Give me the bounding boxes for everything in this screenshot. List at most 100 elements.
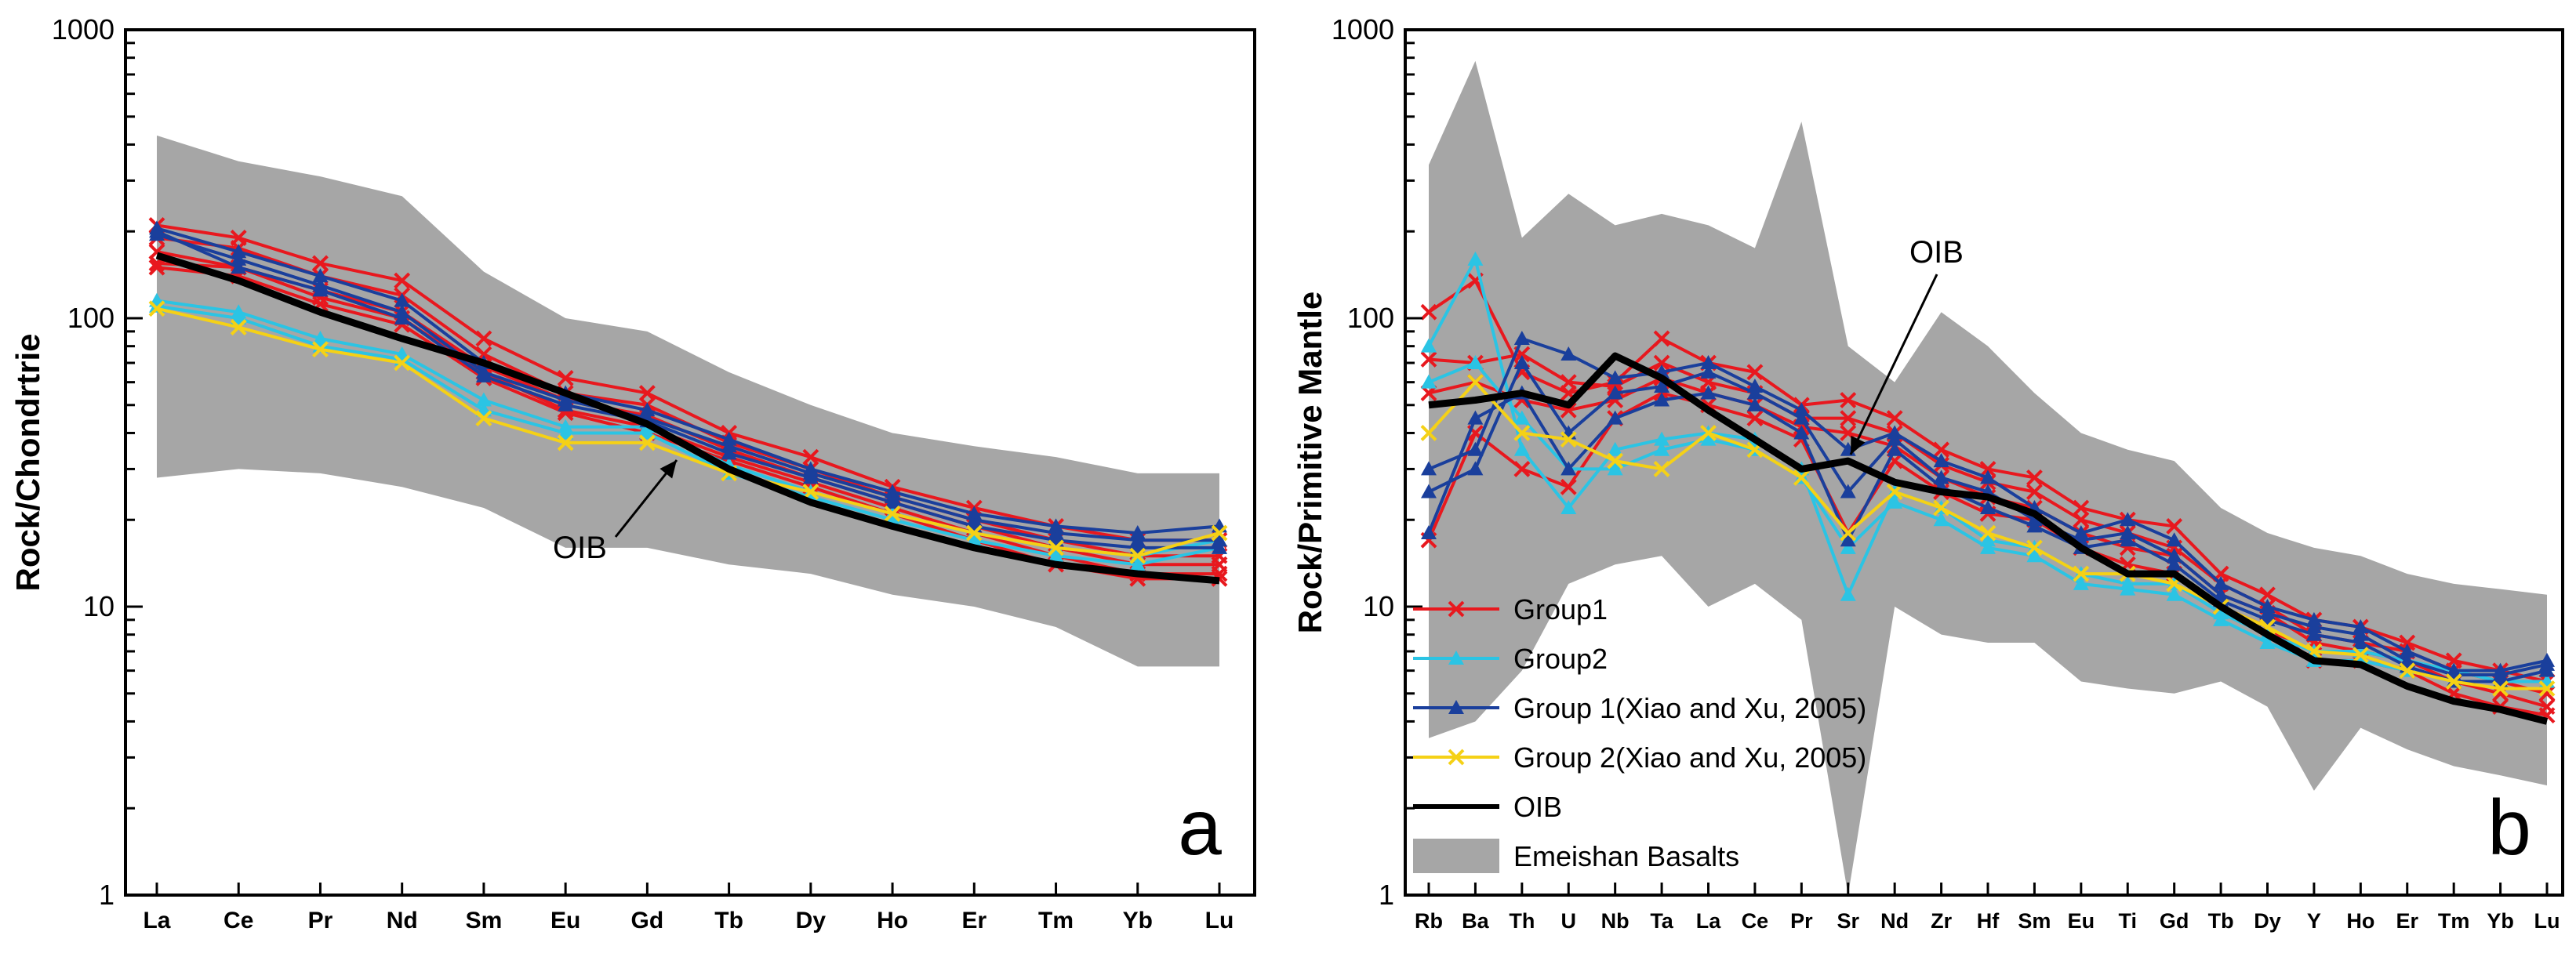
x-category-label: Gd xyxy=(2160,909,2189,933)
data-marker-x xyxy=(1467,374,1484,391)
data-marker-triangle xyxy=(231,259,247,274)
data-marker-triangle xyxy=(1212,532,1227,547)
data-marker-triangle xyxy=(1467,251,1484,266)
data-marker-triangle xyxy=(2353,634,2369,649)
data-marker-triangle xyxy=(2166,586,2182,601)
data-marker-triangle xyxy=(1700,431,1717,446)
x-category-label: Hf xyxy=(1977,909,2000,933)
x-category-label: La xyxy=(1696,909,1721,933)
data-marker-triangle xyxy=(1980,539,1996,554)
data-marker-x xyxy=(1653,354,1670,372)
data-marker-x xyxy=(1979,461,1996,477)
data-marker-triangle xyxy=(1048,548,1064,563)
data-marker-x xyxy=(1560,431,1577,448)
data-marker-triangle xyxy=(2213,575,2229,590)
y-axis-label: Rock/Primitive Mantle xyxy=(1292,292,1328,633)
data-marker-triangle xyxy=(394,310,410,324)
data-marker-triangle xyxy=(2353,626,2369,641)
x-category-label: Er xyxy=(2396,909,2418,933)
legend-swatch-patch xyxy=(1413,839,1499,873)
data-marker-triangle xyxy=(558,425,574,440)
y-tick-label: 1000 xyxy=(1332,13,1394,45)
x-category-label: Rb xyxy=(1415,909,1443,933)
data-marker-x xyxy=(2538,680,2556,697)
legend-label: OIB xyxy=(1513,791,1562,823)
data-marker-triangle xyxy=(721,438,737,453)
data-marker-x xyxy=(1793,469,1810,486)
data-marker-triangle xyxy=(2213,611,2229,626)
legend-label: Group 2(Xiao and Xu, 2005) xyxy=(1513,741,1866,774)
data-marker-x xyxy=(1840,425,1857,441)
y-tick-label: 10 xyxy=(1363,590,1394,622)
x-category-label: Ba xyxy=(1462,909,1489,933)
data-marker-x xyxy=(1560,478,1577,495)
data-marker-triangle xyxy=(1793,402,1810,417)
data-marker-x xyxy=(638,385,656,401)
data-marker-triangle xyxy=(2026,518,2043,533)
data-marker-triangle xyxy=(1467,441,1484,456)
data-marker-triangle xyxy=(1513,441,1530,456)
data-marker-triangle xyxy=(1700,355,1717,370)
data-marker-triangle xyxy=(1448,700,1464,714)
data-marker-x xyxy=(1886,410,1903,427)
series-line-group-1-xiao-and-xu-2005- xyxy=(156,233,1219,542)
data-marker-triangle xyxy=(1421,461,1437,476)
x-category-label: Lu xyxy=(1205,908,1234,933)
series-line-group2 xyxy=(156,304,1220,567)
x-category-label: Tb xyxy=(2208,909,2234,933)
data-marker-triangle xyxy=(231,310,247,324)
data-marker-triangle xyxy=(1700,385,1717,400)
data-marker-x xyxy=(1886,452,1903,469)
plot-frame xyxy=(124,28,1256,897)
x-category-label: Sr xyxy=(1837,909,1859,933)
x-category-label: Dy xyxy=(2254,909,2281,933)
emeishan-basalts-band xyxy=(157,135,1219,667)
data-marker-triangle xyxy=(2120,581,2136,596)
x-category-label: Pr xyxy=(1790,909,1813,933)
data-marker-x xyxy=(1448,749,1465,766)
y-tick-label: 100 xyxy=(67,302,114,334)
x-category-label: Zr xyxy=(1931,909,1952,933)
x-category-label: Sm xyxy=(466,908,503,933)
data-marker-x xyxy=(557,434,574,451)
data-marker-x xyxy=(2492,680,2509,697)
data-marker-triangle xyxy=(2120,525,2136,540)
data-marker-triangle xyxy=(1887,494,1903,509)
data-marker-triangle xyxy=(231,251,247,266)
legend-label: Group2 xyxy=(1513,643,1608,675)
data-marker-x xyxy=(557,369,574,386)
data-marker-triangle xyxy=(231,244,247,259)
x-category-label: Ce xyxy=(223,908,253,933)
data-marker-triangle xyxy=(885,494,901,509)
data-marker-triangle xyxy=(1746,397,1763,411)
data-marker-x xyxy=(1513,425,1531,441)
oib-arrow-head xyxy=(659,460,677,479)
data-marker-triangle xyxy=(2120,532,2136,547)
y-axis-label: Rock/Chondrtrie xyxy=(9,333,46,591)
data-marker-x xyxy=(2538,685,2556,702)
panel-a-chondrite-plot: 1 10 100 1000 Rock/Chondrtrie La Ce Pr Nd Sm Eu Gd T… xyxy=(9,13,1256,933)
data-marker-triangle xyxy=(2305,611,2322,626)
series-line-group-2-xiao-and-xu-2005- xyxy=(156,306,1220,558)
data-marker-triangle xyxy=(1513,410,1530,425)
data-marker-triangle xyxy=(1129,532,1146,547)
data-marker-triangle xyxy=(1467,355,1484,370)
x-category-label: Th xyxy=(1509,909,1535,933)
data-marker-x xyxy=(1746,364,1764,381)
data-marker-triangle xyxy=(2166,532,2182,547)
data-marker-triangle xyxy=(802,469,819,484)
data-marker-triangle xyxy=(1746,385,1763,400)
data-marker-x xyxy=(1513,461,1531,477)
data-marker-triangle xyxy=(2166,548,2182,563)
data-marker-x xyxy=(312,255,329,272)
y-tick-label: 1 xyxy=(99,879,114,911)
y-tick-label: 10 xyxy=(83,590,114,622)
data-marker-x xyxy=(1420,351,1437,368)
legend-label: Group 1(Xiao and Xu, 2005) xyxy=(1513,692,1866,724)
data-marker-x xyxy=(1448,600,1465,618)
data-marker-x xyxy=(1467,425,1484,441)
data-marker-triangle xyxy=(1048,525,1064,540)
x-category-label: Ti xyxy=(2118,909,2137,933)
data-marker-x xyxy=(2073,511,2090,528)
